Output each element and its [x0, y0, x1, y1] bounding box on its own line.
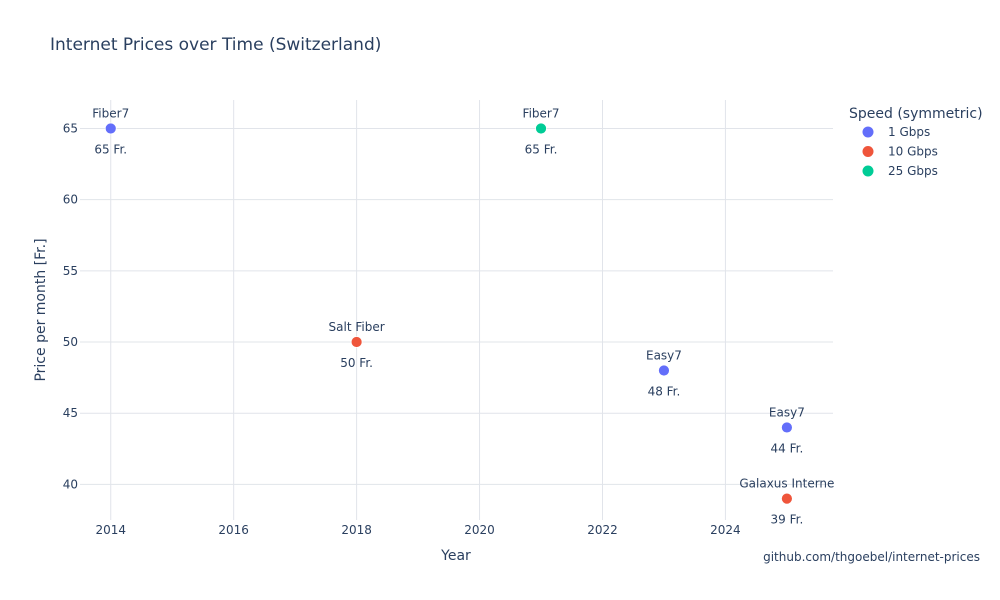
y-tick-label: 45: [63, 406, 78, 420]
x-tick-label: 2024: [710, 523, 741, 537]
data-point-group: Fiber7 65 Fr.: [523, 106, 560, 156]
legend-marker: [862, 126, 874, 138]
chart-title: Internet Prices over Time (Switzerland): [50, 35, 381, 55]
tick-labels: 2014 2016 2018 2020 2022 2024 40 45 50 55 60 65: [63, 121, 741, 537]
y-tick-label: 40: [63, 477, 78, 491]
point-name-label: Easy7: [646, 349, 682, 363]
legend-marker: [862, 146, 874, 157]
legend-item[interactable]: 10 Gbps: [862, 145, 938, 159]
data-points: Fiber7 65 Fr. Easy7 48 Fr. Easy7 44 Fr. Salt F…: [92, 106, 834, 526]
y-tick-label: 65: [63, 121, 78, 135]
data-point-group: Easy7 44 Fr.: [769, 405, 805, 455]
point-price-label: 65 Fr.: [94, 142, 127, 156]
point-name-label: Fiber7: [92, 106, 129, 120]
y-axis-title: Price per month [Fr.]: [33, 238, 49, 381]
grid: [80, 100, 833, 520]
data-point-group: Fiber7 65 Fr.: [92, 106, 129, 156]
y-tick-label: 60: [63, 193, 78, 207]
data-point[interactable]: [350, 336, 363, 348]
point-price-label: 39 Fr.: [771, 513, 804, 527]
x-tick-label: 2018: [341, 523, 372, 537]
legend-label: 25 Gbps: [888, 164, 938, 178]
point-name-label: Salt Fiber: [329, 320, 385, 334]
legend-marker: [862, 165, 874, 177]
data-point-group: Galaxus Interne 39 Fr.: [739, 477, 834, 527]
x-tick-label: 2020: [464, 523, 495, 537]
point-name-label: Fiber7: [523, 106, 560, 120]
data-point[interactable]: [104, 122, 117, 135]
legend-item[interactable]: 25 Gbps: [862, 164, 938, 178]
point-price-label: 48 Fr.: [648, 385, 681, 399]
data-point[interactable]: [658, 364, 670, 377]
x-tick-label: 2022: [587, 523, 618, 537]
legend-label: 10 Gbps: [888, 145, 938, 159]
data-point-group: Easy7 48 Fr.: [646, 349, 682, 399]
point-price-label: 65 Fr.: [525, 142, 558, 156]
x-tick-label: 2016: [218, 523, 249, 537]
x-axis-title: Year: [440, 548, 471, 564]
legend-label: 1 Gbps: [888, 125, 930, 139]
point-name-label: Galaxus Interne: [739, 477, 834, 491]
y-tick-label: 55: [63, 264, 78, 278]
legend: Speed (symmetric) 1 Gbps 10 Gbps 25 Gbps: [849, 106, 983, 178]
point-name-label: Easy7: [769, 405, 805, 419]
legend-item[interactable]: 1 Gbps: [862, 125, 931, 139]
data-point[interactable]: [535, 122, 547, 135]
point-price-label: 50 Fr.: [340, 356, 373, 370]
data-point[interactable]: [780, 421, 793, 434]
data-point[interactable]: [780, 492, 793, 505]
data-point-group: Salt Fiber 50 Fr.: [329, 320, 385, 370]
y-tick-label: 50: [63, 335, 78, 349]
point-price-label: 44 Fr.: [771, 441, 804, 455]
legend-title: Speed (symmetric): [849, 106, 983, 122]
source-annotation[interactable]: github.com/thgoebel/internet-prices: [763, 550, 980, 564]
x-tick-label: 2014: [95, 523, 126, 537]
